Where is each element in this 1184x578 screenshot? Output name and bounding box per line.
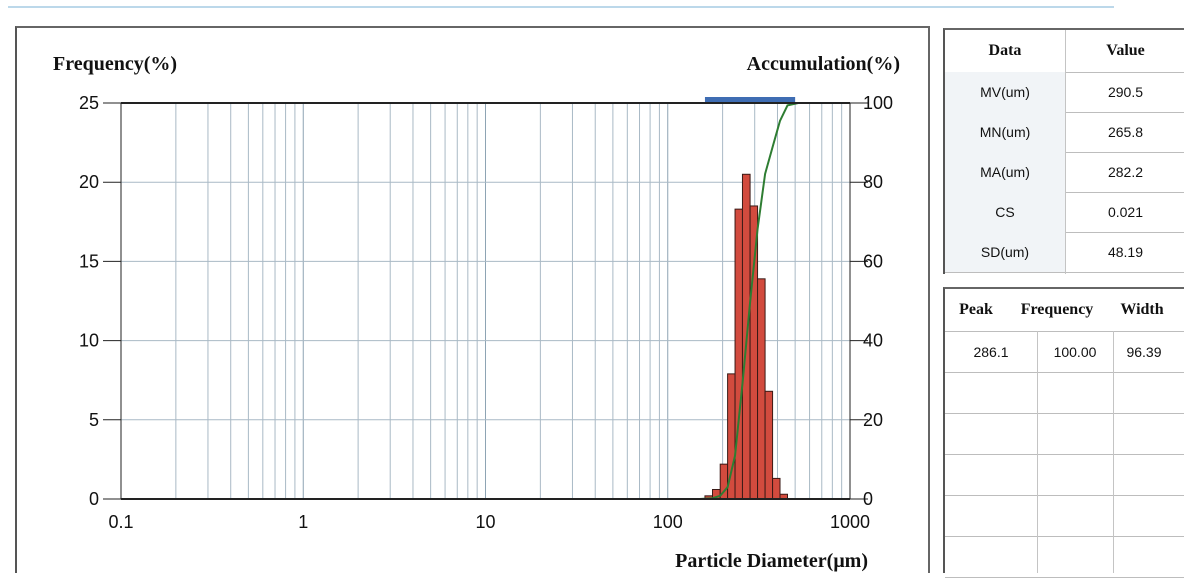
y-tick-label-right: 0 — [863, 489, 873, 509]
y-tick-label-left: 25 — [79, 93, 99, 113]
y-tick-label-left: 5 — [89, 410, 99, 430]
stats-value: 290.5 — [1107, 84, 1144, 100]
frequency-bar — [757, 278, 766, 500]
peak-header-frequency: Frequency — [1020, 301, 1094, 318]
peak-table: Peak Frequency Width 286.1 100.00 96.39 — [943, 287, 1184, 578]
peak-row — [945, 536, 1184, 578]
y-tick-label-right: 60 — [863, 251, 883, 271]
stats-header-data: Data — [988, 42, 1022, 59]
stats-value: 265.8 — [1107, 124, 1144, 140]
y-tick-label-left: 15 — [79, 251, 99, 271]
peak-row — [945, 495, 1184, 537]
x-tick-label: 1 — [298, 512, 308, 532]
accumulation-curve — [262, 102, 850, 500]
y-axis-title-left: Frequency(%) — [53, 53, 177, 75]
x-tick-label: 10 — [475, 512, 495, 532]
y-axis-title-right: Accumulation(%) — [747, 53, 900, 75]
peak-header-row: Peak Frequency Width — [945, 289, 1184, 332]
x-tick-label: 1000 — [830, 512, 870, 532]
frequency-bar — [772, 477, 781, 500]
range-indicator — [704, 97, 796, 104]
y-tick-label-right: 100 — [863, 93, 893, 113]
x-tick-label: 100 — [653, 512, 683, 532]
stats-label: MN(um) — [945, 112, 1065, 152]
y-tick-label-left: 10 — [79, 331, 99, 351]
frequency-bar — [764, 390, 774, 500]
stats-label: MA(um) — [945, 152, 1065, 192]
peak-header-peak: Peak — [959, 301, 993, 318]
stats-value: 48.19 — [1107, 244, 1144, 260]
peak-row: 286.1 100.00 96.39 — [945, 331, 1184, 373]
y-tick-label-left: 0 — [89, 489, 99, 509]
stats-label: CS — [945, 192, 1065, 232]
x-axis-title: Particle Diameter(μm) — [675, 550, 868, 572]
stats-label: MV(um) — [945, 72, 1065, 112]
stats-table: Data Value MV(um) 290.5 MN(um) 265.8 MA(um) 282… — [943, 28, 1184, 274]
top-divider — [8, 6, 1114, 8]
peak-column-divider — [1113, 331, 1114, 573]
y-tick-label-right: 40 — [863, 331, 883, 351]
peak-row — [945, 372, 1184, 414]
stats-header-value: Value — [1106, 42, 1145, 59]
stats-label: SD(um) — [945, 232, 1065, 272]
stats-row: MA(um) 282.2 — [945, 152, 1184, 193]
y-tick-label-left: 20 — [79, 172, 99, 192]
peak-frequency-value: 100.00 — [1053, 343, 1097, 360]
peak-row — [945, 454, 1184, 496]
x-tick-label: 0.1 — [108, 512, 133, 532]
peak-width-value: 96.39 — [1126, 343, 1162, 360]
stats-column-divider — [1065, 30, 1066, 274]
y-tick-label-right: 80 — [863, 172, 883, 192]
peak-row — [945, 413, 1184, 455]
chart-canvas: 0 5 10 15 20 25 0 20 40 60 80 100 0.1 1 10 100 1000 Frequ… — [53, 53, 900, 572]
peak-column-divider — [1037, 331, 1038, 573]
stats-row: MV(um) 290.5 — [945, 72, 1184, 113]
stats-row: MN(um) 265.8 — [945, 112, 1184, 153]
stats-value: 0.021 — [1107, 204, 1144, 220]
frequency-bar — [734, 208, 743, 500]
chart-panel: 0 5 10 15 20 25 0 20 40 60 80 100 0.1 1 10 100 1000 Frequ… — [15, 26, 930, 573]
stats-row: SD(um) 48.19 — [945, 232, 1184, 273]
y-tick-label-right: 20 — [863, 410, 883, 430]
peak-value: 286.1 — [973, 343, 1009, 360]
stats-value: 282.2 — [1107, 164, 1144, 180]
peak-header-width: Width — [1120, 301, 1164, 318]
